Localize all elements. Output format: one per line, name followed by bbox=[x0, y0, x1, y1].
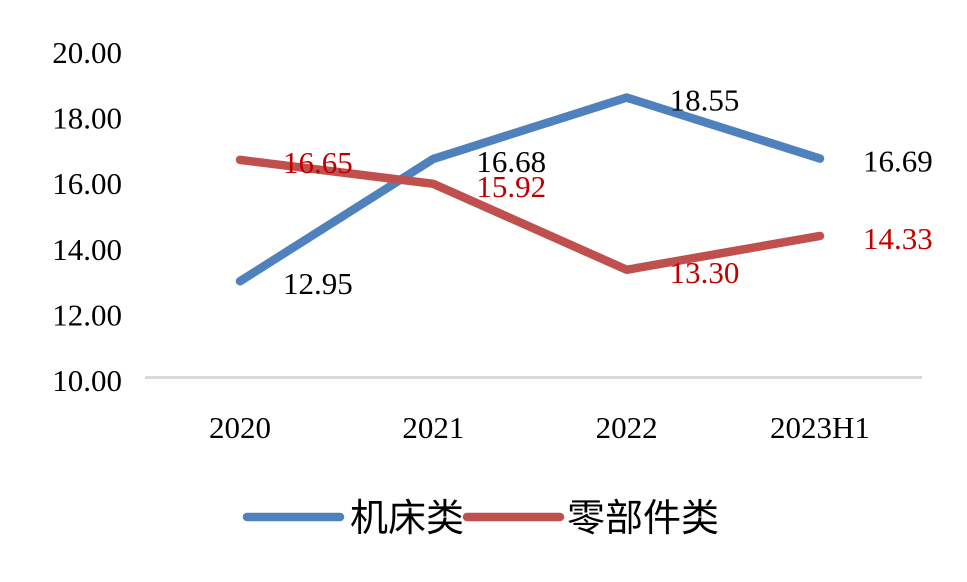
legend-label-0: 机床类 bbox=[350, 498, 464, 540]
x-tick-label: 2021 bbox=[402, 410, 464, 445]
legend-label-1: 零部件类 bbox=[567, 498, 719, 540]
series-lines bbox=[235, 93, 825, 286]
y-tick-label: 10.00 bbox=[52, 363, 122, 398]
data-point-labels: 12.95 16.68 18.55 16.69 16.65 15.92 13.30 14.33 bbox=[283, 83, 933, 302]
data-label-series1: 13.30 bbox=[670, 255, 740, 290]
x-tick-label: 2022 bbox=[596, 410, 658, 445]
y-tick-label: 18.00 bbox=[52, 101, 122, 136]
series-line-1 bbox=[235, 155, 825, 275]
y-tick-label: 14.00 bbox=[52, 232, 122, 267]
y-tick-label: 20.00 bbox=[52, 35, 122, 70]
x-axis-tick-labels: 2020 2021 2022 2023H1 bbox=[209, 410, 870, 445]
y-tick-label: 12.00 bbox=[52, 297, 122, 332]
data-label-series1: 16.65 bbox=[283, 145, 353, 180]
data-label-series1: 14.33 bbox=[863, 221, 933, 256]
x-tick-label: 2023H1 bbox=[770, 410, 870, 445]
data-label-series0: 16.69 bbox=[863, 144, 933, 179]
data-label-series1: 15.92 bbox=[476, 169, 546, 204]
series-line-0 bbox=[235, 93, 825, 286]
data-label-series0: 18.55 bbox=[670, 83, 740, 118]
x-tick-label: 2020 bbox=[209, 410, 271, 445]
y-axis-tick-labels: 10.00 12.00 14.00 16.00 18.00 20.00 bbox=[52, 35, 122, 398]
y-tick-label: 16.00 bbox=[52, 166, 122, 201]
chart-legend: 机床类 零部件类 bbox=[242, 498, 719, 540]
data-label-series0: 12.95 bbox=[283, 266, 353, 301]
data-label-series0: 16.68 bbox=[476, 144, 546, 179]
